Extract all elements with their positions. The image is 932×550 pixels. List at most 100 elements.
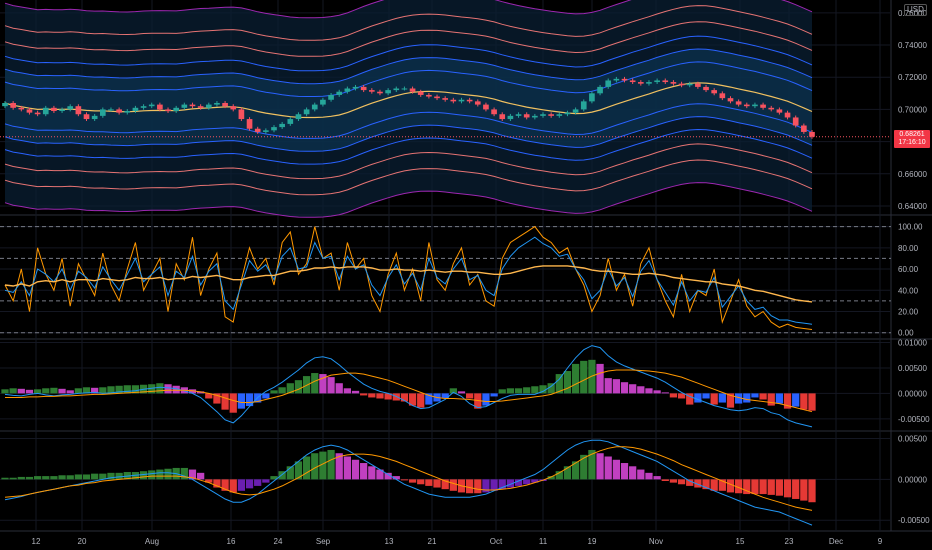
- candle-body: [450, 99, 457, 102]
- histogram-bar: [327, 449, 335, 480]
- histogram-bar: [547, 476, 555, 480]
- histogram-bar: [311, 453, 319, 480]
- x-tick-label: Nov: [649, 537, 663, 546]
- histogram-bar: [580, 454, 588, 480]
- candle-body: [385, 90, 391, 94]
- histogram-bar: [441, 479, 449, 490]
- histogram-bar: [417, 393, 425, 408]
- histogram-bar: [702, 479, 710, 490]
- envelope-lower-line: [4, 143, 813, 180]
- candle-body: [360, 86, 367, 91]
- x-tick-label: 11: [539, 537, 548, 546]
- candle-body: [695, 83, 701, 87]
- histogram-bar: [1, 389, 9, 394]
- histogram-bar: [686, 393, 694, 405]
- candle-body: [173, 107, 180, 112]
- histogram-bar: [490, 479, 498, 491]
- y-tick-label: 0.74000: [898, 41, 927, 50]
- x-tick-label: 24: [274, 537, 283, 546]
- histogram-bar: [270, 390, 278, 394]
- histogram-bar: [368, 466, 376, 480]
- candle-body: [743, 104, 750, 107]
- x-tick-label: 15: [736, 537, 745, 546]
- candle-body: [809, 131, 815, 137]
- histogram-bar: [694, 393, 702, 403]
- envelope-lower-line: [4, 182, 813, 218]
- oscillator-pane[interactable]: [0, 225, 891, 334]
- histogram-bar: [278, 471, 286, 480]
- candle-body: [458, 99, 465, 102]
- histogram-bar: [694, 479, 702, 488]
- candle-body: [197, 106, 204, 108]
- histogram-bar: [400, 393, 409, 402]
- candle-body: [99, 109, 106, 116]
- envelope-lower-line: [4, 159, 813, 196]
- envelope-upper-line: [4, 61, 813, 97]
- macd-line: [4, 439, 813, 526]
- histogram-bar: [115, 385, 123, 394]
- histogram-bar: [294, 461, 303, 480]
- candle-body: [2, 102, 8, 107]
- candle-body: [727, 98, 734, 102]
- candle-body: [59, 109, 65, 112]
- histogram-bar: [33, 389, 42, 394]
- candle-body: [735, 101, 742, 105]
- candle-body: [637, 82, 644, 84]
- histogram-bar: [25, 476, 34, 480]
- histogram-bar: [588, 449, 596, 480]
- macd-pane-2[interactable]: [1, 439, 816, 526]
- histogram-bar: [531, 386, 539, 394]
- histogram-bar: [311, 373, 319, 394]
- histogram-bar: [514, 388, 523, 394]
- histogram-bar: [498, 389, 506, 394]
- candle-body: [165, 109, 171, 112]
- x-tick-label: Oct: [490, 537, 503, 546]
- histogram-bar: [571, 461, 580, 480]
- candle-body: [116, 109, 122, 113]
- y-tick-label: 0.00500: [898, 364, 927, 373]
- histogram-bar: [474, 479, 482, 494]
- currency-label[interactable]: USD: [904, 4, 927, 16]
- macd-pane-1[interactable]: [1, 345, 816, 428]
- candle-body: [752, 104, 758, 107]
- histogram-bar: [82, 474, 91, 480]
- histogram-bar: [425, 393, 433, 405]
- histogram-bar: [555, 374, 563, 394]
- histogram-bar: [726, 393, 735, 408]
- candle-body: [254, 128, 261, 132]
- histogram-bar: [718, 479, 726, 491]
- histogram-bar: [669, 393, 678, 398]
- histogram-bar: [229, 479, 237, 493]
- candle-body: [246, 119, 253, 129]
- histogram-bar: [205, 393, 213, 399]
- candle-body: [377, 91, 383, 94]
- y-tick-label: 0.66000: [898, 170, 927, 179]
- histogram-bar: [718, 393, 726, 403]
- x-tick-label: 16: [227, 537, 236, 546]
- candle-body: [564, 112, 571, 115]
- x-tick-label: 9: [878, 537, 883, 546]
- candle-body: [523, 114, 530, 118]
- candle-body: [214, 102, 220, 105]
- candle-body: [784, 112, 791, 118]
- histogram-bar: [677, 393, 686, 399]
- x-tick-label: 13: [385, 537, 394, 546]
- histogram-bar: [620, 463, 629, 480]
- histogram-bar: [661, 392, 669, 394]
- histogram-bar: [351, 459, 360, 480]
- candle-body: [401, 88, 408, 90]
- oscillator-signal-line: [4, 236, 813, 325]
- histogram-bar: [498, 479, 506, 490]
- histogram-bar: [74, 474, 82, 480]
- last-price-tag: 0.68261 17:16:10: [894, 130, 930, 148]
- histogram-bar: [188, 389, 197, 394]
- y-tick-label: -0.00500: [898, 415, 930, 424]
- histogram-bar: [368, 393, 376, 398]
- histogram-bar: [262, 479, 270, 483]
- envelope-upper-line: [4, 35, 813, 72]
- histogram-bar: [808, 393, 816, 411]
- candle-body: [320, 99, 326, 105]
- price-pane[interactable]: [0, 0, 891, 218]
- histogram-bar: [33, 476, 42, 480]
